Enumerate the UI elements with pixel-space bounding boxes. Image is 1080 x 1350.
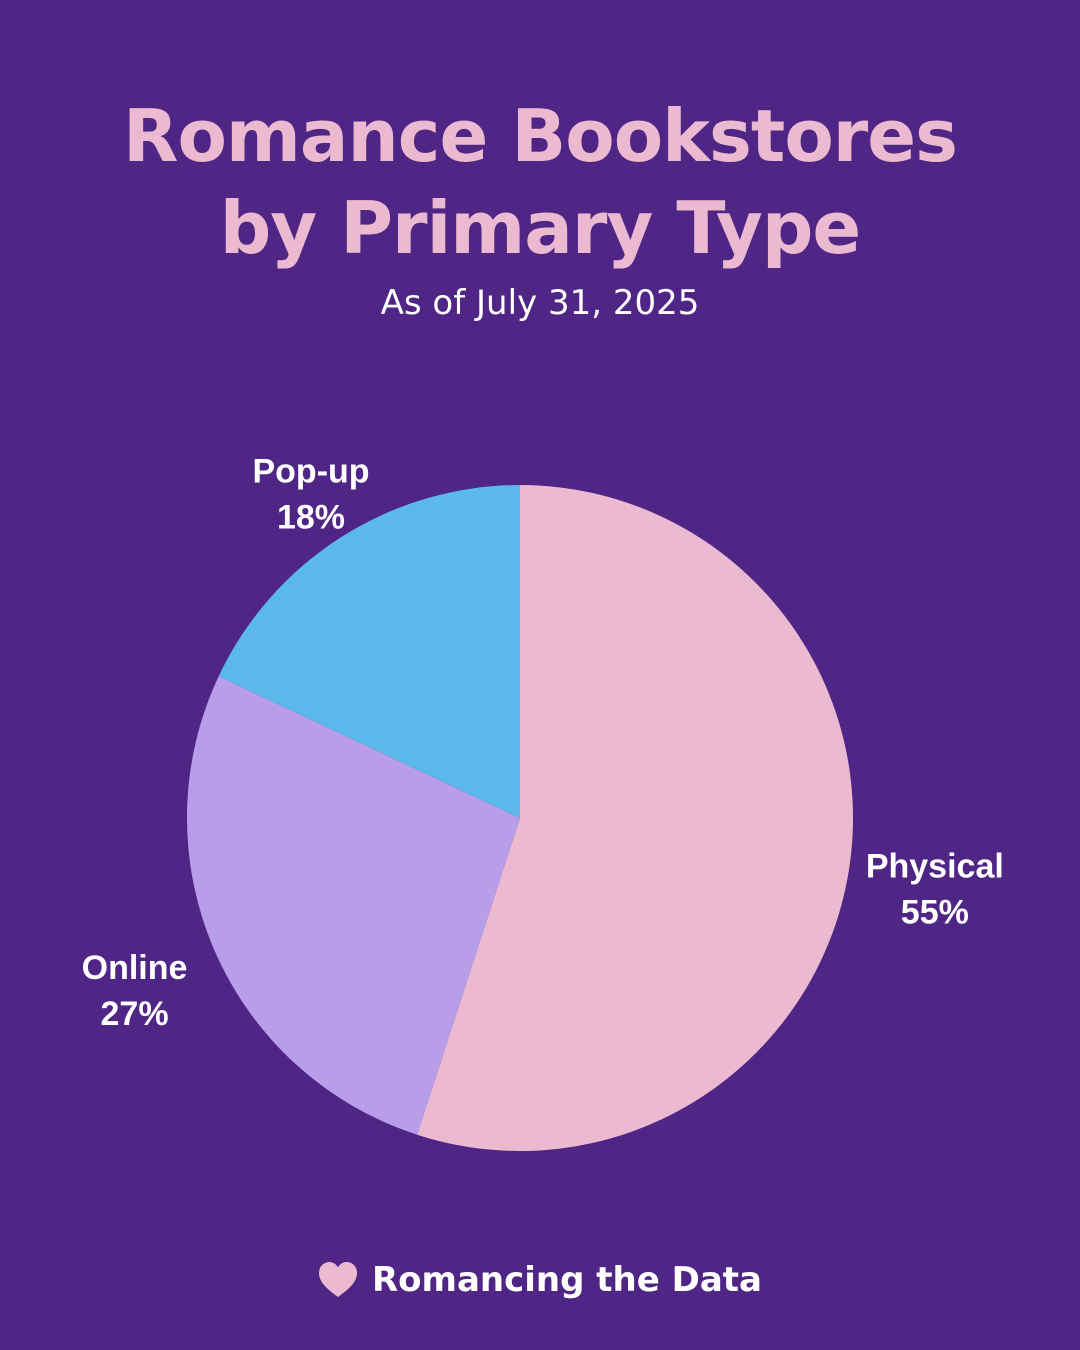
pie-slices — [186, 485, 854, 1151]
slice-value-pop-up: 18% — [277, 499, 345, 537]
slice-label-physical: Physical — [866, 848, 1004, 886]
slice-label-online: Online — [82, 949, 188, 987]
pie-slice-physical — [417, 485, 854, 1151]
slice-value-physical: 55% — [901, 894, 969, 932]
chart-title: Romance Bookstores by Primary Type — [123, 94, 958, 270]
pie-slice-pop-up — [218, 485, 520, 818]
footer-brand-text: Romancing the Data — [371, 1260, 763, 1300]
slice-value-online: 27% — [101, 995, 169, 1033]
footer: Romancing the Data — [0, 1255, 1080, 1305]
pie-labels: Physical 55% Online 27% Pop-up 18% — [82, 453, 1004, 1033]
heart-icon — [318, 1262, 357, 1297]
pie-slice-online — [186, 676, 520, 1135]
chart-subtitle: As of July 31, 2025 — [380, 283, 700, 323]
slice-label-pop-up: Pop-up — [252, 453, 369, 491]
